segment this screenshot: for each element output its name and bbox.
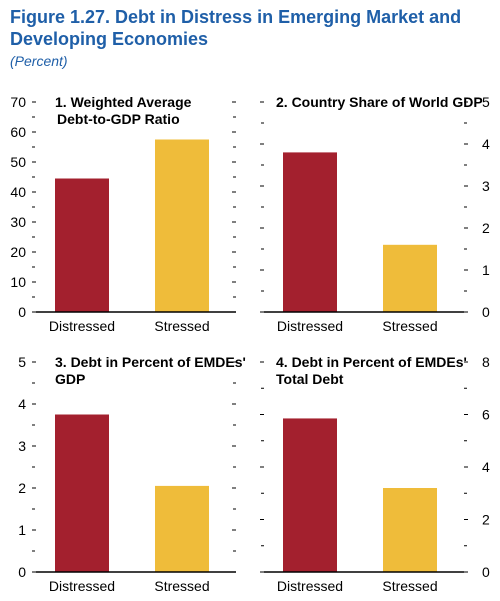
y-tick-label: 40 [10,184,26,200]
category-label: Stressed [154,318,209,334]
category-label: Distressed [49,318,115,334]
category-label: Stressed [154,578,209,594]
panel-title: Debt-to-GDP Ratio [57,111,180,127]
y-tick-label: 30 [10,214,26,230]
y-tick-label: 6 [482,407,490,423]
y-tick-label: 1 [18,522,26,538]
y-tick-label: 0 [482,564,490,580]
y-tick-label: 1 [482,262,490,278]
y-tick-label: 4 [482,136,490,152]
bar-stressed [383,244,437,312]
y-tick-label: 4 [18,396,26,412]
panel-title: Total Debt [276,371,344,387]
y-tick-label: 20 [10,244,26,260]
category-label: Stressed [382,318,437,334]
category-label: Stressed [382,578,437,594]
category-label: Distressed [277,578,343,594]
category-label: Distressed [49,578,115,594]
y-tick-label: 2 [482,220,490,236]
y-tick-label: 0 [18,304,26,320]
y-tick-label: 2 [482,512,490,528]
figure-title: Figure 1.27. Debt in Distress in Emergin… [10,7,462,49]
panel-title: 1. Weighted Average [55,94,192,110]
category-label: Distressed [277,318,343,334]
bar-stressed [383,488,437,572]
bar-distressed [55,414,109,572]
panel-title: 4. Debt in Percent of EMDEs' [276,354,467,370]
y-tick-label: 0 [482,304,490,320]
panel-title: 2. Country Share of World GDP [276,94,483,110]
panel-title: 3. Debt in Percent of EMDEs' [55,354,246,370]
y-tick-label: 50 [10,154,26,170]
y-tick-label: 4 [482,459,490,475]
y-tick-label: 2 [18,480,26,496]
y-tick-label: 70 [10,94,26,110]
bar-distressed [283,152,337,312]
bar-distressed [55,178,109,312]
y-tick-label: 8 [482,354,490,370]
panel-title: GDP [55,371,85,387]
figure-subtitle: (Percent) [10,53,68,69]
y-tick-label: 0 [18,564,26,580]
y-tick-label: 5 [18,354,26,370]
y-tick-label: 60 [10,124,26,140]
y-tick-label: 3 [482,178,490,194]
bar-stressed [155,485,209,572]
bar-stressed [155,139,209,312]
bar-distressed [283,418,337,572]
y-tick-label: 10 [10,274,26,290]
y-tick-label: 3 [18,438,26,454]
y-tick-label: 5 [482,94,490,110]
